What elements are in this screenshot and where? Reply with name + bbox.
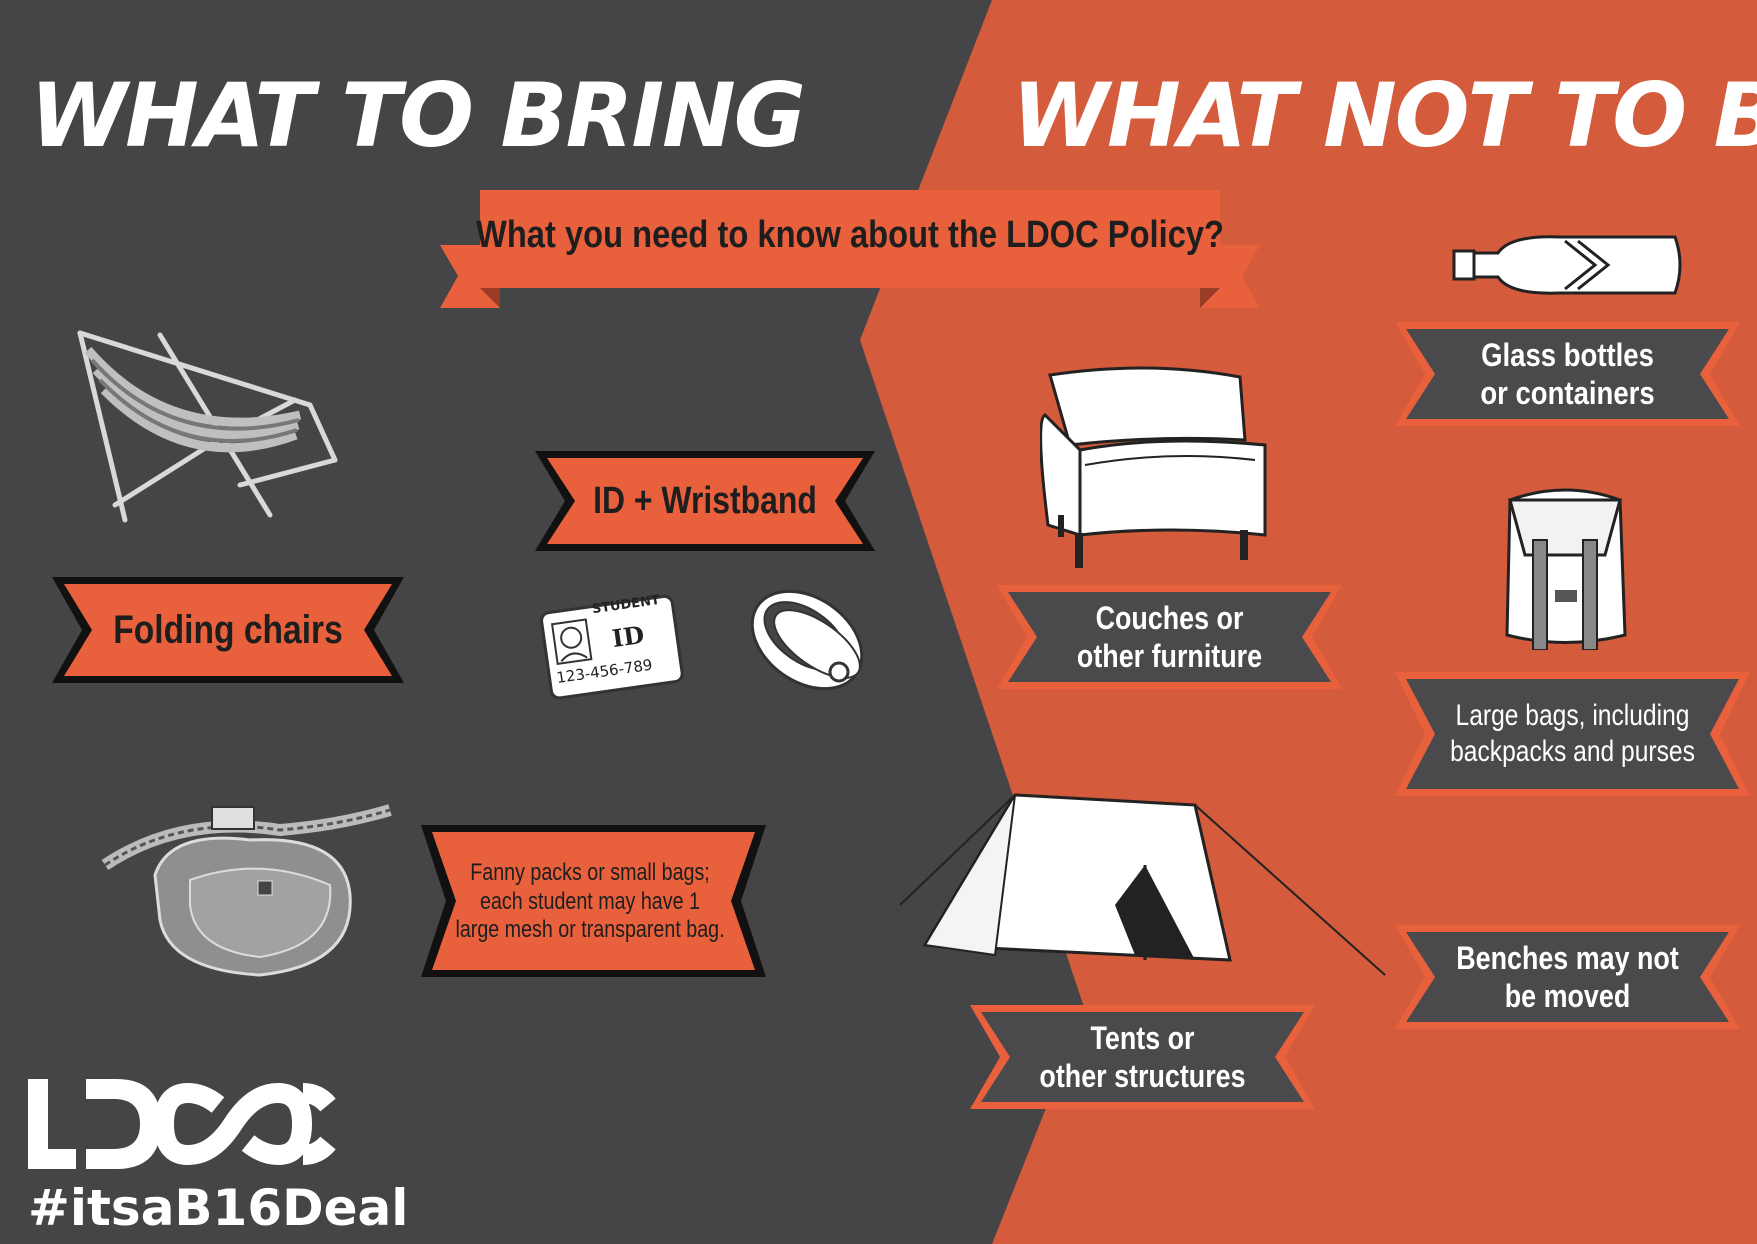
fanny-packs-banner: [421, 825, 766, 977]
id-wristband-banner: [535, 451, 875, 551]
policy-banner-text: What you need to know about the LDOC Pol…: [475, 213, 1225, 256]
heading-what-to-bring: WHAT TO BRING: [30, 64, 806, 167]
id-wristband-label: ID + Wristband: [593, 479, 817, 522]
folding-chairs-label: Folding chairs: [113, 607, 343, 652]
tents-line-1: Tents or: [1090, 1019, 1195, 1056]
large-bags-line-1: Large bags, including: [1455, 699, 1690, 732]
fanny-packs-line-3: large mesh or transparent bag.: [455, 916, 725, 944]
couches-banner: [997, 585, 1342, 689]
benches-banner: [1395, 925, 1740, 1029]
large-bags-label: Large bags, including backpacks and purs…: [1450, 685, 1695, 783]
couches-label: Couches or other furniture: [1054, 593, 1285, 681]
benches-line-1: Benches may not: [1456, 939, 1679, 976]
glass-bottle-icon: [1452, 235, 1682, 295]
glass-bottles-line-2: or containers: [1480, 375, 1655, 411]
couches-line-2: other furniture: [1076, 638, 1263, 674]
large-bags-banner: [1395, 672, 1750, 796]
fanny-packs-line-1: Fanny packs or small bags;: [470, 858, 710, 886]
tents-line-2: other structures: [1039, 1058, 1246, 1094]
glass-bottles-line-1: Glass bottles: [1481, 336, 1654, 373]
fanny-pack-icon: [101, 804, 392, 977]
tent-icon: [899, 793, 1386, 976]
policy-banner: [440, 190, 1260, 308]
glass-bottles-banner: [1395, 322, 1740, 426]
ldoc-logo: [28, 1079, 336, 1169]
fanny-packs-label: Fanny packs or small bags; each student …: [455, 845, 724, 959]
heading-what-not-to-bring: WHAT NOT TO BRING: [1012, 64, 1757, 167]
backpack-icon: [1505, 488, 1627, 650]
tents-banner: [970, 1005, 1315, 1109]
large-bags-line-2: backpacks and purses: [1450, 735, 1695, 768]
hashtag: #itsaB16Deal: [28, 1179, 409, 1237]
couches-line-1: Couches or: [1095, 599, 1244, 636]
benches-label: Benches may not be moved: [1452, 933, 1683, 1021]
benches-line-2: be moved: [1504, 978, 1631, 1014]
id-card-icon: [540, 594, 684, 700]
tents-label: Tents or other structures: [1027, 1013, 1258, 1101]
glass-bottles-label: Glass bottles or containers: [1449, 330, 1686, 418]
armchair-icon: [1040, 366, 1267, 568]
deck-chair-icon: [77, 330, 338, 523]
wristband-icon: [750, 589, 864, 691]
fanny-packs-line-2: each student may have 1: [480, 887, 700, 915]
folding-chairs-banner: [52, 577, 404, 683]
